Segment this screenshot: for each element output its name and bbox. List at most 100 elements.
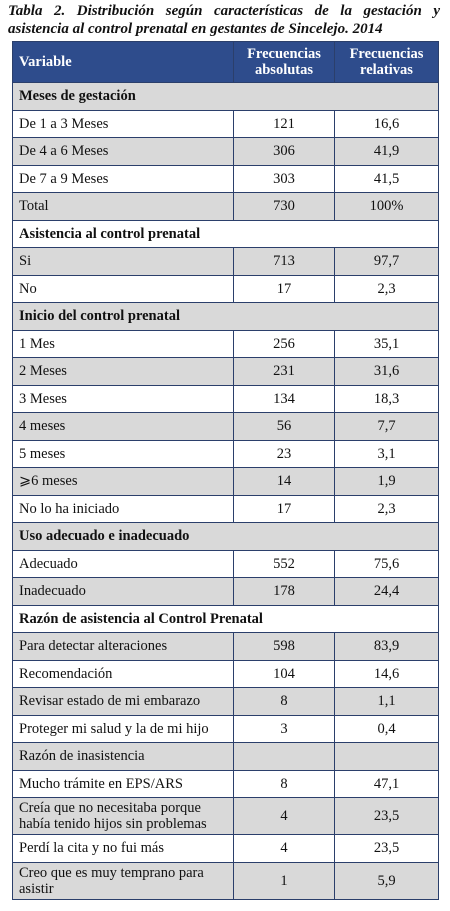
section-row: Asistencia al control prenatal [12,219,439,248]
row-label: Proteger mi salud y la de mi hijo [12,714,234,743]
data-row: Creía que no necesitaba porque había ten… [12,797,439,835]
section-row: Inicio del control prenatal [12,302,439,331]
section-title: Uso adecuado e inadecuado [12,522,439,551]
cell: 7,7 [334,412,439,441]
row-label: Revisar estado de mi embarazo [12,687,234,716]
cell: 100% [334,192,439,221]
data-row: De 4 a 6 Meses 306 41,9 [12,137,439,166]
cell: 4 [233,797,335,835]
table: Variable Frecuencias absolutas Frecuenci… [12,41,439,900]
data-row: Inadecuado 178 24,4 [12,577,439,606]
row-label: Recomendación [12,659,234,688]
cell: 8 [233,769,335,798]
data-row: 2 Meses 231 31,6 [12,357,439,386]
data-row: Adecuado 552 75,6 [12,549,439,578]
section-row: Razón de asistencia al Control Prenatal [12,604,439,633]
row-label: Para detectar alteraciones [12,632,234,661]
data-row: 1 Mes 256 35,1 [12,329,439,358]
cell: 14,6 [334,659,439,688]
row-label: ⩾6 meses [12,467,234,496]
cell: 3 [233,714,335,743]
row-label: 3 Meses [12,384,234,413]
cell: 0,4 [334,714,439,743]
row-label: 4 meses [12,412,234,441]
data-row: 4 meses 56 7,7 [12,412,439,441]
cell: 8 [233,687,335,716]
row-label: Perdí la cita y no fui más [12,834,234,863]
data-row: De 7 a 9 Meses 303 41,5 [12,164,439,193]
column-header: Frecuencias relativas [334,41,439,83]
cell: 56 [233,412,335,441]
data-row: Revisar estado de mi embarazo 8 1,1 [12,687,439,716]
cell: 306 [233,137,335,166]
cell: 17 [233,274,335,303]
cell: 75,6 [334,549,439,578]
row-label: Creo que es muy temprano para asistir [12,861,234,900]
data-row: De 1 a 3 Meses 121 16,6 [12,109,439,138]
section-row: Uso adecuado e inadecuado [12,522,439,551]
row-label: 5 meses [12,439,234,468]
cell: 4 [233,834,335,863]
cell [334,742,439,771]
cell: 17 [233,494,335,523]
cell: 134 [233,384,335,413]
cell: 16,6 [334,109,439,138]
cell: 3,1 [334,439,439,468]
data-row: Si 713 97,7 [12,247,439,276]
cell: 1 [233,861,335,900]
data-row: 3 Meses 134 18,3 [12,384,439,413]
data-row: Mucho trámite en EPS/ARS 8 47,1 [12,769,439,798]
cell: 97,7 [334,247,439,276]
cell: 231 [233,357,335,386]
data-row: Total 730 100% [12,192,439,221]
row-label: Adecuado [12,549,234,578]
cell: 23,5 [334,797,439,835]
row-label: De 7 a 9 Meses [12,164,234,193]
data-row: ⩾6 meses 14 1,9 [12,467,439,496]
row-label: 2 Meses [12,357,234,386]
row-label: Razón de inasistencia [12,742,234,771]
cell: 18,3 [334,384,439,413]
row-label: Creía que no necesitaba porque había ten… [12,797,234,835]
section-title: Inicio del control prenatal [12,302,439,331]
data-row: No lo ha iniciado 17 2,3 [12,494,439,523]
row-label: Total [12,192,234,221]
cell: 83,9 [334,632,439,661]
data-row: Para detectar alteraciones 598 83,9 [12,632,439,661]
cell: 178 [233,577,335,606]
data-row: Recomendación 104 14,6 [12,659,439,688]
cell: 31,6 [334,357,439,386]
row-label: De 1 a 3 Meses [12,109,234,138]
cell: 104 [233,659,335,688]
section-row: Meses de gestación [12,82,439,111]
cell: 41,9 [334,137,439,166]
cell: 5,9 [334,861,439,900]
row-label: Si [12,247,234,276]
cell: 1,1 [334,687,439,716]
row-label: 1 Mes [12,329,234,358]
cell: 303 [233,164,335,193]
cell: 14 [233,467,335,496]
cell: 2,3 [334,494,439,523]
data-row: Creo que es muy temprano para asistir 1 5,… [12,861,439,900]
row-label: Inadecuado [12,577,234,606]
cell: 23 [233,439,335,468]
cell: 23,5 [334,834,439,863]
cell: 598 [233,632,335,661]
cell: 730 [233,192,335,221]
cell: 47,1 [334,769,439,798]
row-label: De 4 a 6 Meses [12,137,234,166]
cell: 713 [233,247,335,276]
row-label: No [12,274,234,303]
cell: 552 [233,549,335,578]
cell [233,742,335,771]
data-row: Razón de inasistencia [12,742,439,771]
row-label: Mucho trámite en EPS/ARS [12,769,234,798]
cell: 121 [233,109,335,138]
data-row: No 17 2,3 [12,274,439,303]
data-row: Proteger mi salud y la de mi hijo 3 0,4 [12,714,439,743]
cell: 256 [233,329,335,358]
data-row: 5 meses 23 3,1 [12,439,439,468]
cell: 41,5 [334,164,439,193]
